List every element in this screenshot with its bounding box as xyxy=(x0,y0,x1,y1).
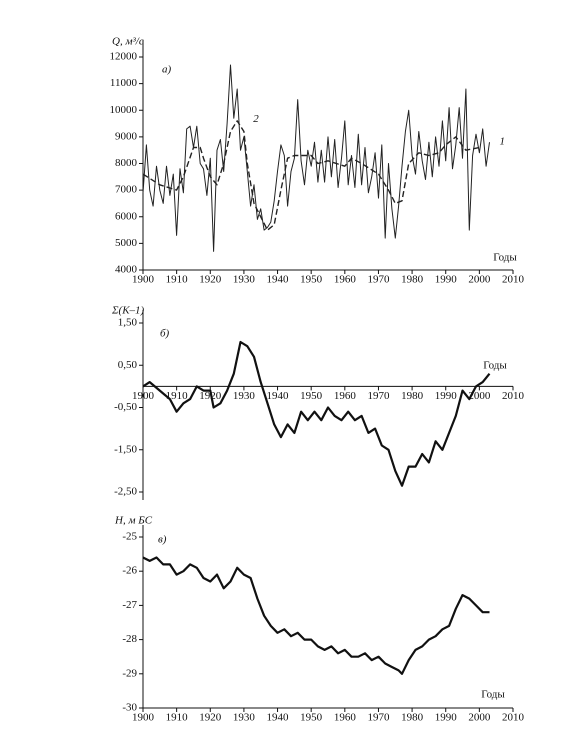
y-tick-label: -2,50 xyxy=(114,486,137,498)
y-tick-label: 11000 xyxy=(110,77,138,89)
x-tick-label: 2000 xyxy=(468,712,491,724)
y-tick-label: -30 xyxy=(122,702,137,714)
y-tick-label: 9000 xyxy=(115,130,138,142)
x-tick-label: 2010 xyxy=(502,274,525,286)
x-axis-label: Годы xyxy=(483,360,507,372)
x-tick-label: 1900 xyxy=(132,712,155,724)
y-tick-label: -0,50 xyxy=(114,401,137,413)
x-tick-label: 1980 xyxy=(401,274,424,286)
y-tick-label: -26 xyxy=(122,565,137,577)
x-tick-label: 1920 xyxy=(199,712,222,724)
x-tick-label: 1940 xyxy=(267,712,290,724)
x-tick-label: 1900 xyxy=(132,390,155,402)
x-tick-label: 1910 xyxy=(166,712,189,724)
y-tick-label: 4000 xyxy=(115,264,138,276)
series-label: 2 xyxy=(253,113,259,125)
y-tick-label: -1,50 xyxy=(114,443,137,455)
x-tick-label: 1940 xyxy=(267,274,290,286)
panel-label: в) xyxy=(158,534,167,546)
data-line xyxy=(142,64,490,252)
x-tick-label: 2000 xyxy=(468,274,491,286)
y-tick-label: 5000 xyxy=(115,237,138,249)
x-tick-label: 1930 xyxy=(233,712,256,724)
y-tick-label: 7000 xyxy=(115,184,138,196)
x-tick-label: 1950 xyxy=(300,390,323,402)
data-line xyxy=(142,120,480,231)
data-line xyxy=(142,556,490,675)
x-tick-label: 1940 xyxy=(267,390,290,402)
x-tick-label: 1960 xyxy=(334,390,357,402)
x-tick-label: 1990 xyxy=(435,390,458,402)
y-tick-label: 10000 xyxy=(110,104,138,116)
y-tick-label: 8000 xyxy=(115,157,138,169)
x-tick-label: 1930 xyxy=(233,274,256,286)
x-tick-label: 1950 xyxy=(300,274,323,286)
x-tick-label: 1920 xyxy=(199,274,222,286)
x-tick-label: 1980 xyxy=(401,390,424,402)
y-axis-label: Q, м³/с xyxy=(112,36,144,48)
y-tick-label: 0,50 xyxy=(118,359,138,371)
x-axis-label: Годы xyxy=(493,252,517,264)
x-tick-label: 1910 xyxy=(166,274,189,286)
x-tick-label: 1970 xyxy=(367,390,390,402)
y-tick-label: 1,50 xyxy=(118,317,138,329)
y-tick-label: -29 xyxy=(122,667,137,679)
x-tick-label: 2010 xyxy=(502,712,525,724)
y-tick-label: 12000 xyxy=(110,51,138,63)
x-tick-label: 1960 xyxy=(334,712,357,724)
x-axis-label: Годы xyxy=(481,689,505,701)
y-axis-label: H, м БС xyxy=(114,515,153,527)
x-tick-label: 1980 xyxy=(401,712,424,724)
series-label: 1 xyxy=(499,136,505,148)
data-line xyxy=(142,340,491,487)
x-tick-label: 1900 xyxy=(132,274,155,286)
x-tick-label: 1930 xyxy=(233,390,256,402)
x-tick-label: 1990 xyxy=(435,712,458,724)
y-tick-label: -25 xyxy=(122,531,137,543)
x-tick-label: 1950 xyxy=(300,712,323,724)
x-tick-label: 1970 xyxy=(367,712,390,724)
y-tick-label: 6000 xyxy=(115,210,138,222)
y-axis-label: Σ(K–1) xyxy=(111,305,145,317)
x-tick-label: 2010 xyxy=(502,390,525,402)
panel-label: б) xyxy=(160,328,170,340)
x-tick-label: 1910 xyxy=(166,390,189,402)
x-tick-label: 1960 xyxy=(334,274,357,286)
y-tick-label: -28 xyxy=(122,633,137,645)
x-tick-label: 2000 xyxy=(468,390,491,402)
y-tick-label: -27 xyxy=(122,599,137,611)
x-tick-label: 1970 xyxy=(367,274,390,286)
x-tick-label: 1990 xyxy=(435,274,458,286)
panel-label: а) xyxy=(162,64,172,76)
